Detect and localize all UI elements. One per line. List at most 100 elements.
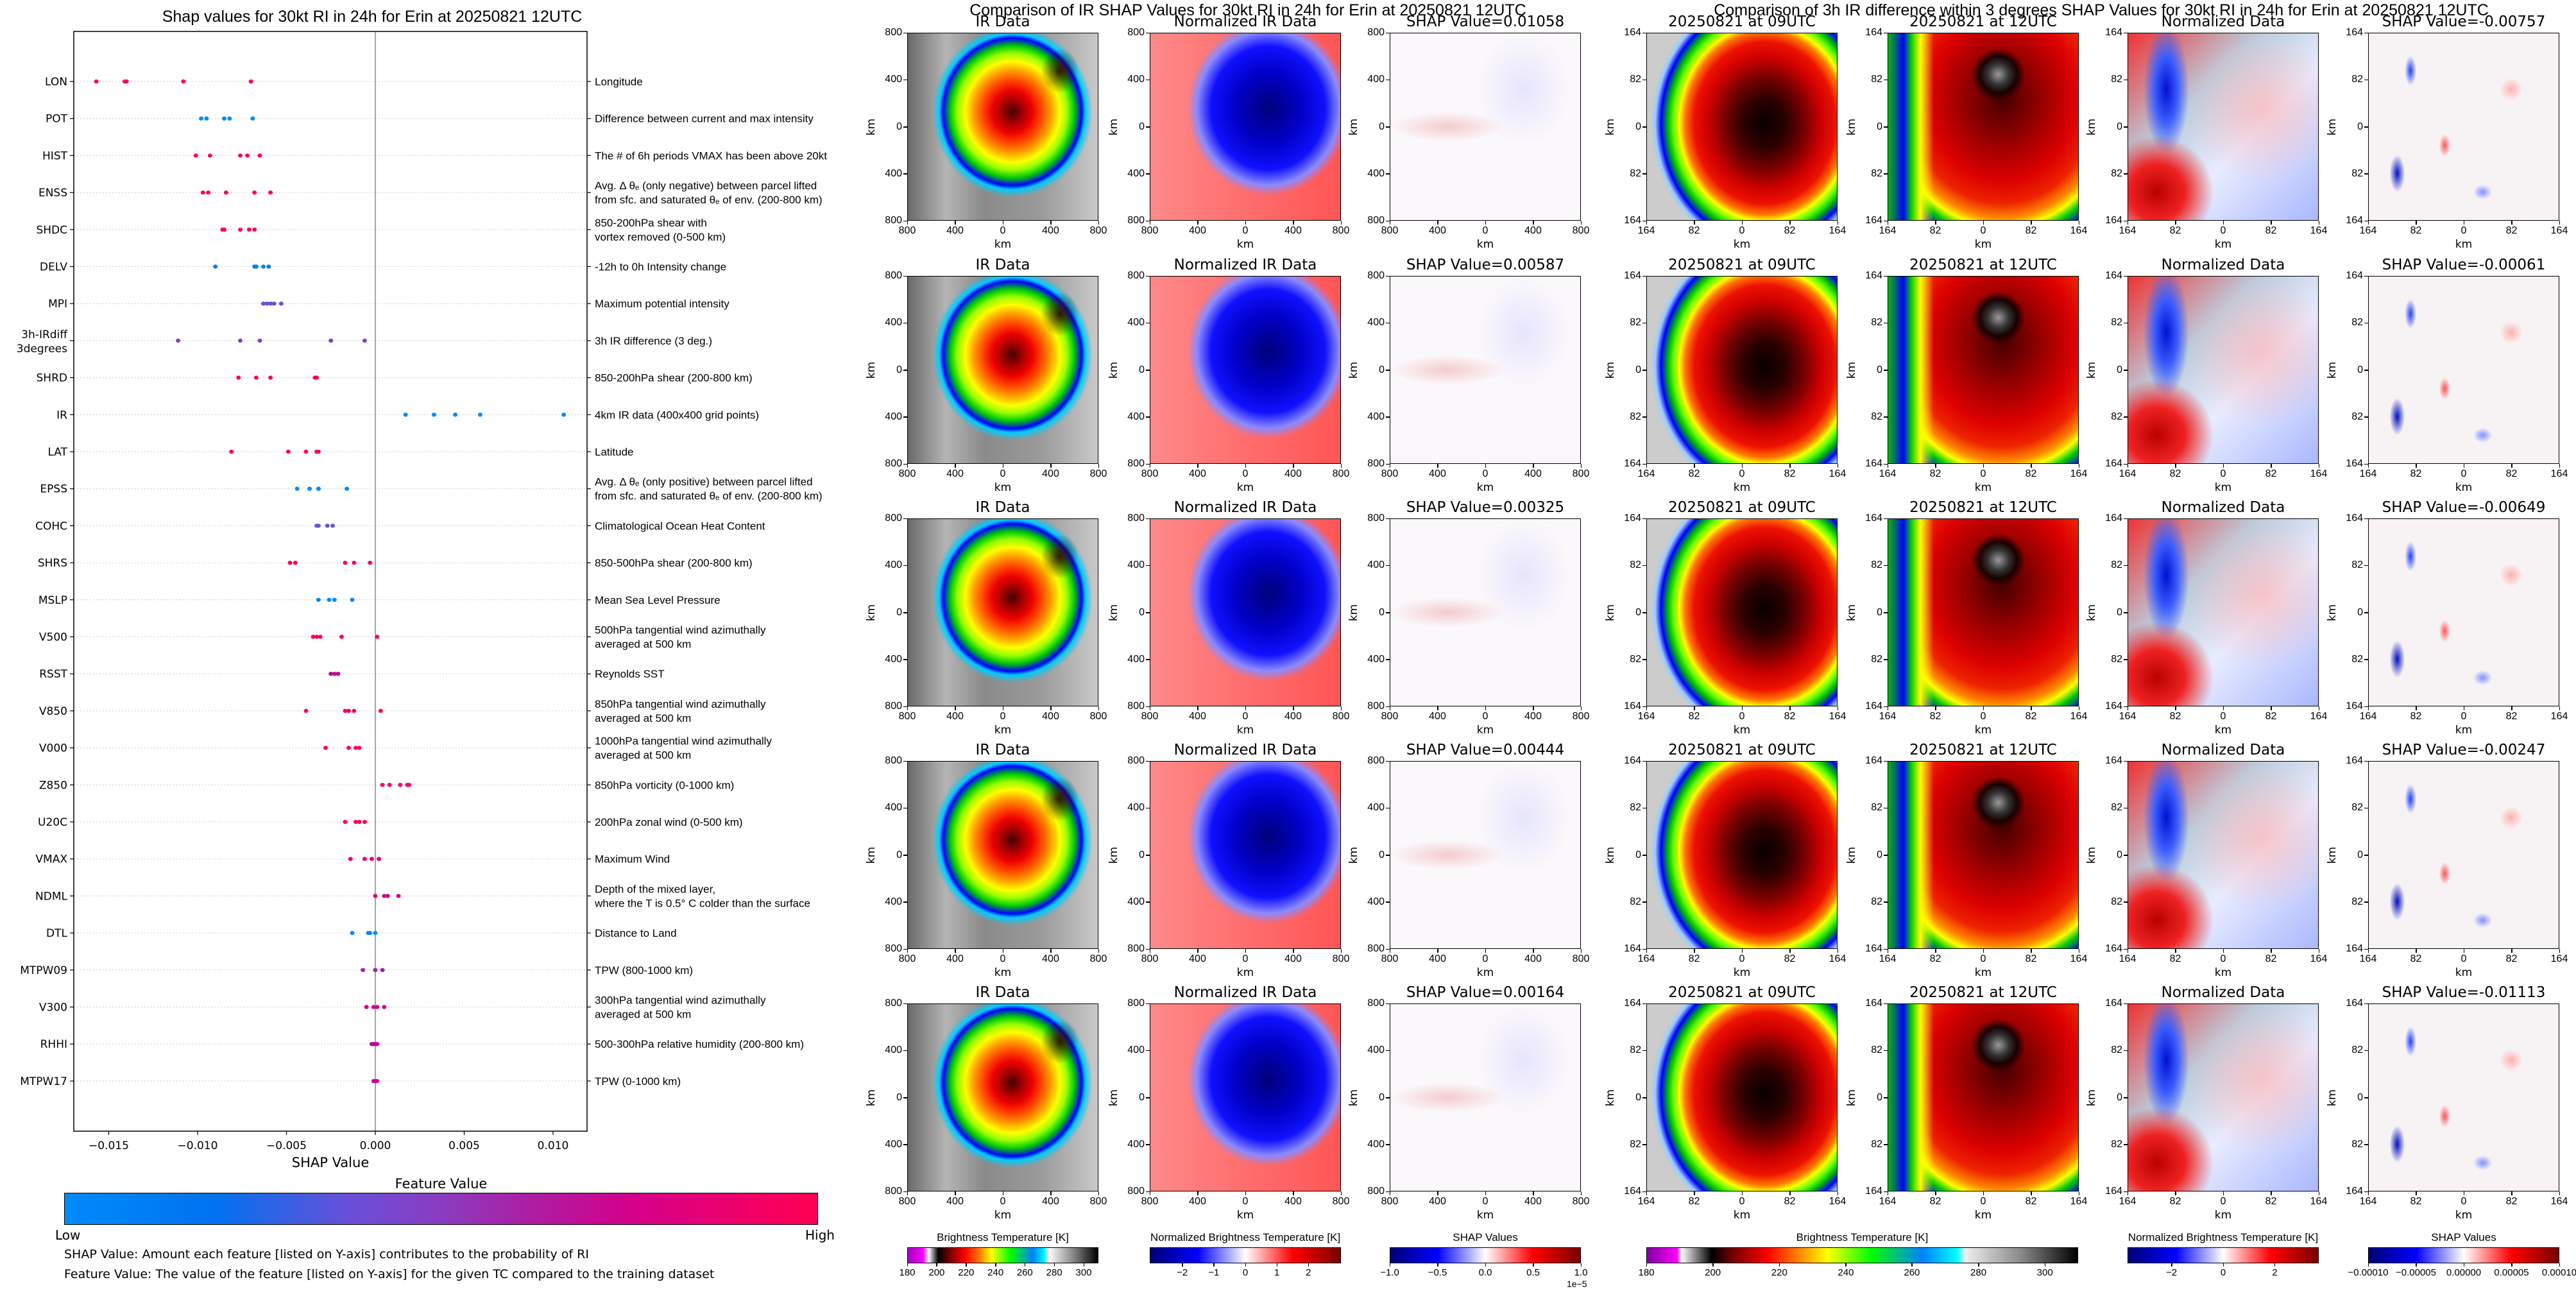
y-tick [903, 706, 907, 707]
y-tick-label: 0 [1139, 849, 1145, 860]
y-axis-label: km [2085, 604, 2098, 621]
x-tick [1293, 464, 1294, 468]
feature-description: 850hPa tangential wind azimuthally [595, 698, 766, 710]
x-tick-label: 0 [2461, 711, 2467, 722]
colorbar-low-label: Low [55, 1227, 81, 1243]
y-tick-label: 0 [1379, 849, 1385, 860]
x-tick-label: 800 [1332, 711, 1350, 722]
shap-point-v500 [375, 635, 380, 639]
x-tick-label: 0.010 [538, 1140, 569, 1152]
y-axis-label: km [1604, 604, 1617, 621]
x-tick-label: 164 [2119, 953, 2137, 964]
shap-point-shdc [222, 227, 227, 232]
y-tick-label: 82 [1871, 317, 1882, 329]
x-tick [1485, 706, 1486, 710]
y-tick-label: 82 [2111, 802, 2122, 814]
x-tick [2222, 1191, 2224, 1195]
shap-point-u20c [362, 819, 367, 824]
panel-image-ir-data [907, 276, 1098, 464]
x-tick-label: 800 [1089, 225, 1107, 236]
feature-description: Avg. Δ θₑ (only positive) between parcel… [595, 476, 813, 488]
x-tick [1197, 706, 1198, 710]
x-tick-label: 82 [1688, 1196, 1700, 1207]
y-tick [1884, 1003, 1888, 1004]
feature-description: averaged at 500 km [595, 638, 691, 651]
x-tick [907, 949, 908, 953]
shap-point-shrd [314, 375, 320, 380]
x-tick [1887, 706, 1888, 710]
feature-label: V850 [39, 705, 67, 718]
feature-description: Avg. Δ θₑ (only negative) between parcel… [595, 180, 817, 192]
y-tick-label: 82 [1871, 1138, 1882, 1150]
x-tick [1580, 949, 1582, 953]
x-tick [2559, 1191, 2560, 1195]
y-tick [903, 220, 907, 221]
shap-point-mslp [332, 597, 337, 602]
x-tick-label: 0 [1739, 225, 1745, 236]
shap-point-shrd [236, 375, 241, 380]
panel-image-ir-09utc [1646, 518, 1838, 706]
y-tick-label: 800 [1127, 1186, 1145, 1197]
x-tick [1149, 221, 1150, 225]
colorbar-tick [1053, 1263, 1055, 1267]
panel-title: Normalized Data [2161, 257, 2285, 273]
y-tick-label: 400 [1127, 411, 1145, 422]
x-tick-label: 400 [1042, 711, 1059, 722]
y-tick-label: 400 [885, 896, 902, 907]
colorbar-tick-label: 260 [1016, 1267, 1033, 1278]
y-tick-label: 400 [1367, 1045, 1385, 1056]
y-axis-label: km [2085, 846, 2098, 864]
x-axis-label: km [1236, 1209, 1254, 1222]
x-tick [2031, 706, 2032, 710]
colorbar-tick [2367, 1263, 2369, 1267]
x-tick [2078, 464, 2079, 468]
shap-point-z850 [398, 783, 403, 787]
y-tick [2364, 518, 2368, 519]
x-tick [2559, 221, 2560, 225]
y-tick [2364, 612, 2368, 613]
shap-point-vmax [377, 857, 382, 861]
y-tick-label: 164 [1865, 513, 1882, 524]
x-tick-label: 164 [2070, 711, 2088, 722]
y-tick [903, 1191, 907, 1192]
shap-point-pot [227, 116, 232, 121]
y-tick [1884, 322, 1888, 324]
x-tick-label: 400 [1284, 1196, 1302, 1207]
y-tick-label: 164 [2105, 701, 2122, 712]
y-tick [1884, 32, 1888, 33]
x-tick-label: 0 [2220, 711, 2226, 722]
shap-point-epss [345, 486, 350, 491]
shap-point-vmax [369, 857, 374, 861]
panel-image-diff-shap [2368, 33, 2559, 221]
x-tick-label: 0 [2461, 953, 2467, 964]
feature-label: 3h-IRdiff 3degrees [17, 329, 69, 355]
feature-description: 850hPa vorticity (0-1000 km) [595, 779, 734, 791]
x-axis-label: km [2214, 724, 2232, 737]
y-tick [1386, 565, 1390, 567]
y-tick [2124, 322, 2128, 324]
y-tick-label: 164 [2105, 27, 2122, 38]
y-tick-label: 0 [896, 364, 902, 375]
x-tick-label: 0 [2220, 225, 2226, 236]
y-tick [2364, 1050, 2368, 1052]
shap-point-ndml [396, 894, 401, 898]
colorbar-tick [1308, 1263, 1309, 1267]
colorbar-tick [2463, 1263, 2464, 1267]
y-tick-label: 400 [1127, 317, 1145, 329]
x-tick-label: 0 [1739, 468, 1745, 479]
shap-point-mpi [271, 302, 277, 306]
x-axis-label: km [1733, 966, 1751, 979]
shap-point-delv [253, 264, 259, 269]
y-tick-label: 164 [2346, 1186, 2363, 1197]
x-tick-label: 0 [1980, 1196, 1986, 1207]
y-tick-label: 82 [2111, 896, 2122, 907]
y-tick [903, 807, 907, 809]
shap-point-v850 [343, 708, 348, 713]
x-axis-label: km [1476, 724, 1494, 737]
x-tick-label: 800 [898, 225, 916, 236]
x-axis-label: km [1974, 966, 1992, 979]
x-tick [1580, 464, 1582, 468]
x-tick-label: 164 [2070, 468, 2088, 479]
y-tick [1884, 612, 1888, 613]
x-tick [2416, 464, 2417, 468]
